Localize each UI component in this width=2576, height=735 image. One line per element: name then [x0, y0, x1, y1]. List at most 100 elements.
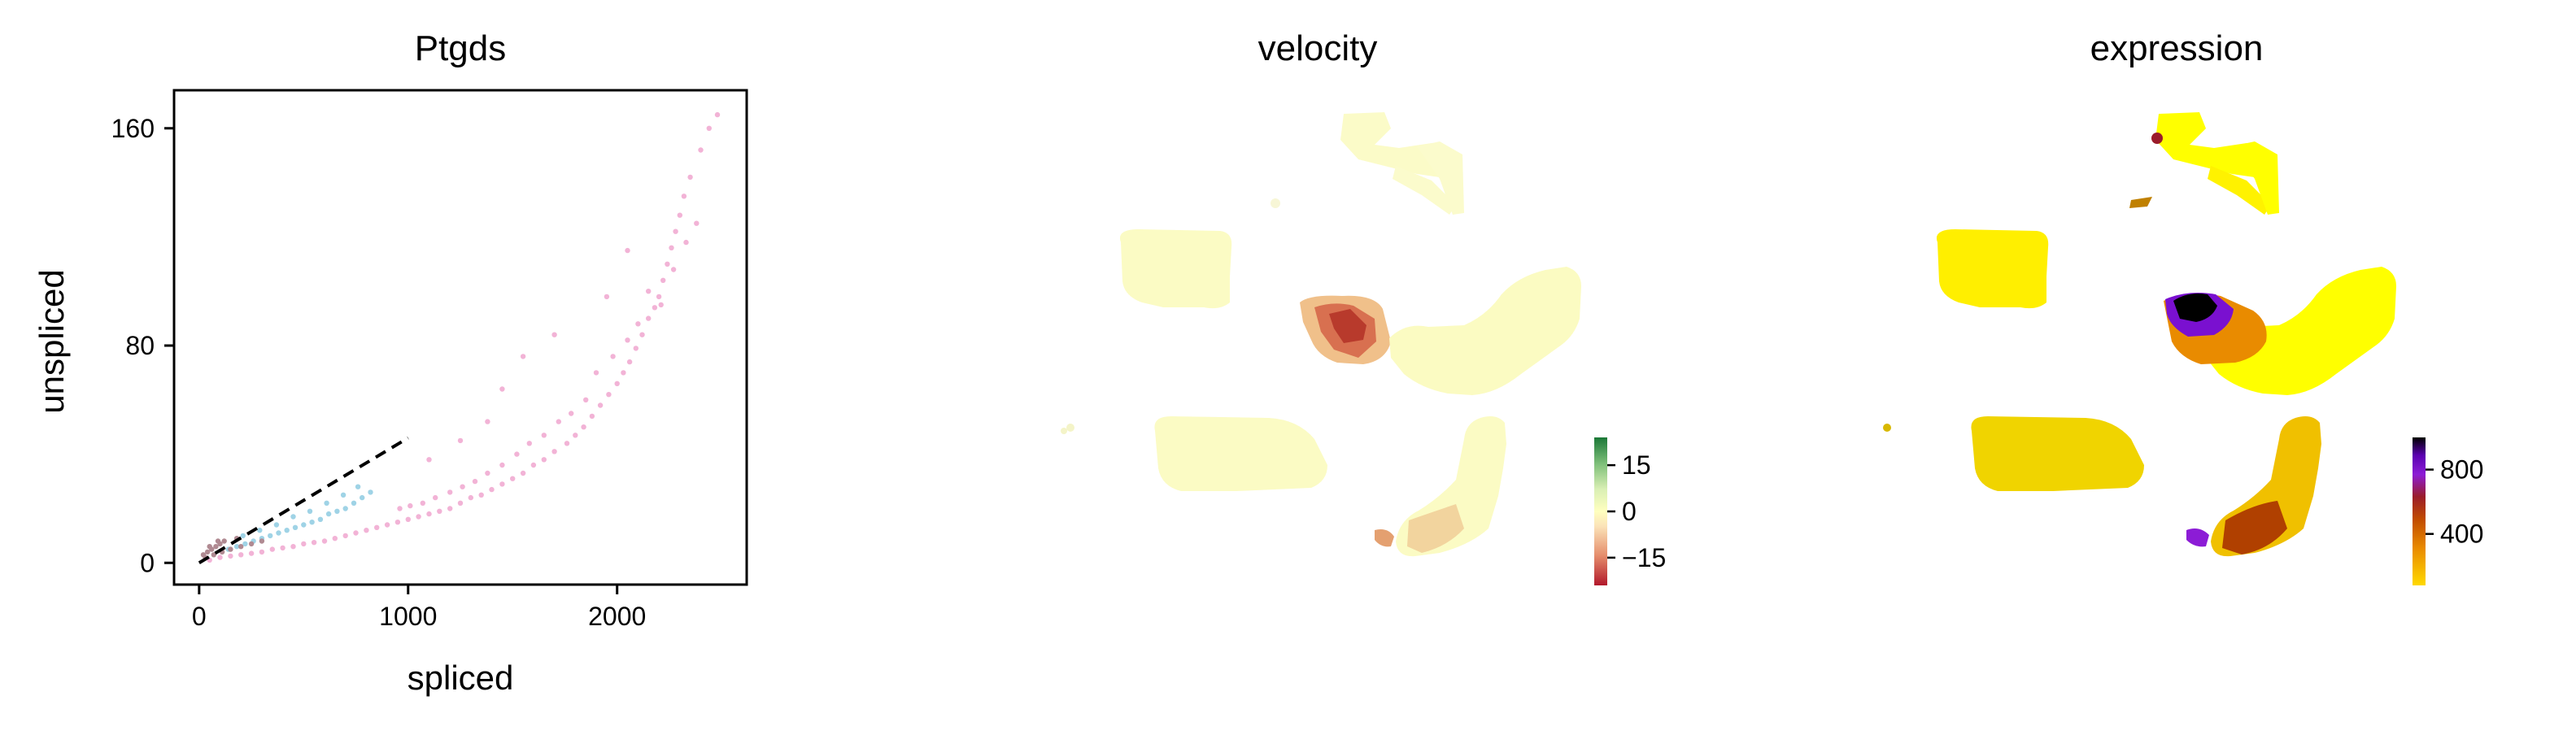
ptgds-point — [510, 476, 516, 481]
ptgds-axes-frame — [172, 89, 748, 586]
ptgds-point — [625, 247, 630, 254]
ptgds-point — [646, 289, 652, 294]
ptgds-point — [581, 424, 586, 430]
ptgds-point — [589, 413, 595, 420]
ptgds-y-tick-label: 0 — [140, 548, 155, 577]
ptgds-point — [301, 541, 307, 547]
expression-cluster-right — [2204, 267, 2396, 395]
ptgds-point — [200, 552, 207, 558]
ptgds-point — [514, 451, 520, 457]
ptgds-point — [309, 520, 315, 525]
ptgds-point — [658, 302, 664, 308]
ptgds-point — [397, 506, 403, 511]
ptgds-point — [204, 549, 211, 555]
velocity-cluster-top-right — [1417, 141, 1464, 215]
ptgds-point — [604, 294, 610, 300]
velocity-title: velocity — [1258, 28, 1378, 68]
ptgds-point — [583, 397, 589, 402]
ptgds-point — [242, 541, 248, 547]
ptgds-point — [520, 470, 526, 476]
velocity-embedding — [1061, 112, 1581, 557]
ptgds-point — [573, 433, 578, 438]
ptgds-point — [457, 437, 464, 444]
ptgds-point — [706, 125, 712, 131]
expression-title: expression — [2090, 28, 2264, 68]
ptgds-points — [200, 111, 721, 563]
ptgds-point — [597, 402, 604, 408]
ptgds-point — [499, 386, 505, 392]
ptgds-point — [660, 277, 666, 283]
ptgds-point — [478, 492, 484, 498]
ptgds-point — [687, 174, 693, 180]
ptgds-point — [311, 540, 317, 546]
ptgds-point — [324, 500, 329, 506]
ptgds-point — [426, 457, 432, 463]
ptgds-point — [499, 462, 505, 468]
ptgds-point — [677, 212, 682, 218]
ptgds-x-tick-label: 1000 — [379, 602, 437, 631]
velocity-dot-small — [1061, 428, 1067, 434]
ptgds-point — [556, 419, 561, 424]
ptgds-point — [238, 544, 244, 550]
ptgds-point — [499, 481, 505, 487]
ptgds-point — [332, 536, 338, 541]
ptgds-point — [394, 520, 401, 525]
ptgds-point — [259, 538, 265, 544]
ptgds-point — [207, 544, 212, 550]
ptgds-point — [468, 494, 473, 501]
ptgds-point — [433, 494, 438, 501]
ptgds-point — [714, 111, 721, 118]
ptgds-point — [635, 321, 641, 327]
ptgds-point — [325, 511, 332, 517]
ptgds-title: Ptgds — [415, 28, 507, 68]
ptgds-point — [673, 228, 678, 234]
ptgds-point — [317, 516, 324, 522]
ptgds-point — [364, 528, 369, 533]
velocity-cluster-bottom-left — [1154, 416, 1327, 491]
expression-cluster-center-black — [2173, 294, 2217, 322]
ptgds-point — [665, 261, 670, 267]
ptgds-point — [408, 502, 413, 509]
ptgds-point — [614, 381, 620, 386]
ptgds-point — [564, 441, 570, 446]
ptgds-point — [238, 552, 244, 558]
ptgds-point — [248, 541, 255, 547]
ptgds-point — [460, 484, 465, 489]
expression-cluster-bottom-right-hot — [2222, 501, 2287, 555]
ptgds-point — [217, 555, 223, 560]
ptgds-point — [656, 294, 662, 300]
ptgds-point — [551, 449, 557, 454]
ptgds-point — [694, 220, 700, 226]
velocity-colorbar-tick-label: 0 — [1622, 497, 1637, 526]
velocity-cluster-bottom-right-warm — [1407, 504, 1464, 553]
ptgds-point — [257, 528, 263, 533]
ptgds-point — [639, 332, 645, 337]
ptgds-point — [610, 354, 616, 359]
expression-colorbar-ticks: 800 400 — [2426, 455, 2483, 549]
ptgds-point — [248, 550, 255, 556]
ptgds-point — [416, 514, 421, 520]
ptgds-point — [269, 546, 275, 552]
velocity-colorbar — [1594, 437, 1607, 585]
ptgds-point — [606, 392, 612, 398]
ptgds-point — [353, 530, 359, 536]
ptgds-point — [670, 267, 677, 272]
ptgds-point — [485, 470, 490, 476]
ptgds-point — [437, 508, 442, 514]
velocity-cluster-left — [1119, 229, 1232, 309]
ptgds-point — [633, 346, 639, 351]
ptgds-point — [233, 544, 240, 550]
ptgds-point — [541, 457, 547, 463]
ptgds-x-tick-label: 0 — [192, 602, 207, 631]
ptgds-point — [698, 147, 704, 153]
velocity-cluster-center-hot — [1329, 309, 1366, 343]
ptgds-y-tick-label: 80 — [125, 331, 155, 360]
velocity-dot-small — [1066, 424, 1074, 432]
expression-small-cluster — [2129, 197, 2152, 208]
ptgds-point — [569, 411, 574, 416]
ptgds-point — [276, 530, 281, 536]
ptgds-point — [292, 524, 299, 530]
ptgds-point — [268, 533, 273, 539]
ptgds-y-tick-label: 160 — [111, 114, 155, 143]
ptgds-point — [621, 370, 626, 376]
